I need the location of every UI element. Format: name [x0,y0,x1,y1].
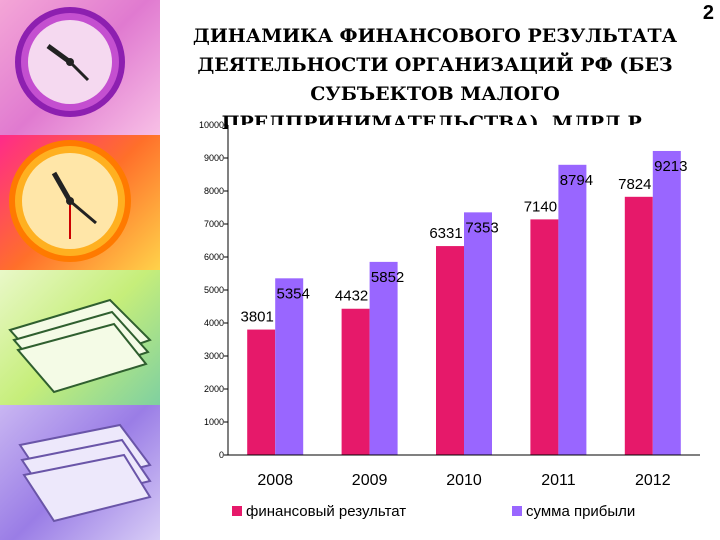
y-tick-label: 5000 [204,285,224,295]
data-label: 7353 [465,219,498,236]
bar-financial-result [247,329,276,455]
books-stack-icon [18,423,152,523]
y-tick-label: 1000 [204,417,224,427]
data-label: 5354 [277,285,310,302]
y-tick-label: 8000 [204,186,224,196]
bar-financial-result [436,246,464,455]
legend-label: финансовый результат [246,503,406,520]
data-label: 4432 [335,288,368,305]
y-tick-label: 10000 [199,120,224,130]
legend-label: сумма прибыли [526,503,635,520]
bar-financial-result [624,196,653,456]
data-label: 8794 [560,172,593,189]
bar-profit-sum [275,278,304,455]
orange-clock-image [0,135,160,270]
page-number: 2 [702,2,714,24]
data-label: 5852 [371,269,404,286]
x-tick-label: 2010 [446,472,482,489]
data-label: 9213 [654,158,687,175]
legend-swatch [512,506,522,516]
bar-profit-sum [652,150,681,455]
bar-profit-sum [558,164,587,455]
slide-title: ДИНАМИКА ФИНАНСОВОГО РЕЗУЛЬТАТА ДЕЯТЕЛЬН… [192,25,678,134]
bar-profit-sum [464,212,492,455]
orange-clock-icon [9,140,131,262]
bar-profit-sum [369,261,398,455]
papers-stack-image [0,270,160,405]
data-label: 7140 [524,198,557,215]
y-tick-label: 7000 [204,219,224,229]
x-tick-label: 2012 [635,472,671,489]
y-tick-label: 6000 [204,252,224,262]
y-tick-label: 0 [219,450,224,460]
x-tick-label: 2009 [352,472,388,489]
legend-swatch [232,506,242,516]
y-tick-label: 2000 [204,384,224,394]
x-tick-label: 2008 [257,472,293,489]
y-tick-label: 3000 [204,351,224,361]
purple-clock-icon [15,7,125,117]
y-tick-label: 4000 [204,318,224,328]
bar-financial-result [341,308,370,455]
purple-clock-image [0,0,160,135]
papers-stack-icon [8,298,152,394]
x-tick-label: 2011 [541,472,576,489]
y-tick-label: 9000 [204,153,224,163]
bar-financial-result [530,219,559,455]
data-label: 6331 [429,225,462,242]
decorative-sidebar [0,0,160,540]
data-label: 3801 [241,309,274,326]
books-stack-image [0,405,160,540]
data-label: 7824 [618,176,651,193]
